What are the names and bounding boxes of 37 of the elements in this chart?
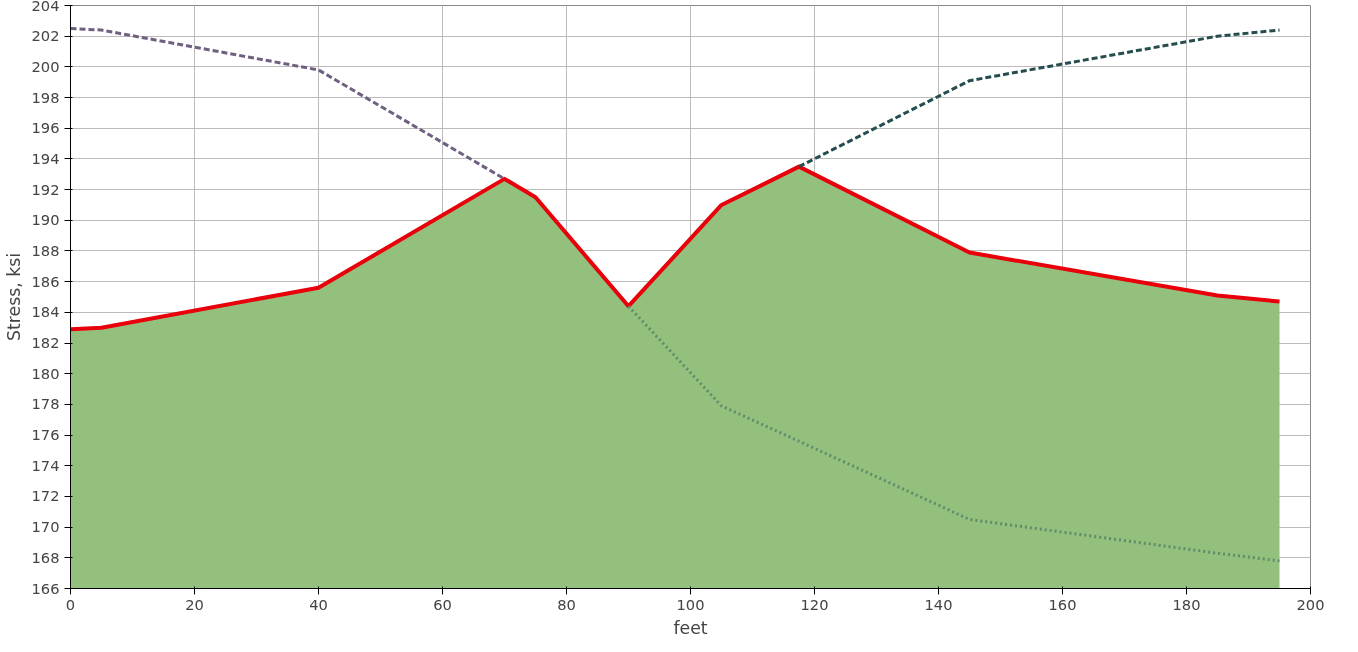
- line-series: [70, 164, 1282, 332]
- y-axis-title: Stress, ksi: [3, 252, 24, 342]
- y-tick-label: 188: [31, 241, 60, 259]
- x-tick-label: 80: [557, 595, 576, 613]
- y-tick-label: 166: [31, 579, 60, 597]
- x-tick-label: 180: [1172, 595, 1201, 613]
- y-tick-label: 176: [31, 426, 60, 444]
- y-tick-label: 186: [31, 272, 60, 290]
- x-tick-label: 0: [65, 595, 76, 613]
- x-tick-label: 160: [1048, 595, 1077, 613]
- y-tick-label: 192: [31, 180, 60, 198]
- x-tick-label: 200: [1296, 595, 1325, 613]
- y-tick-label: 182: [31, 334, 60, 352]
- y-tick-label: 196: [31, 119, 60, 137]
- y-tick-label: 194: [31, 149, 60, 167]
- x-tick-label: 100: [676, 595, 705, 613]
- y-tick-label: 204: [31, 0, 60, 14]
- y-tick-label: 180: [31, 364, 60, 382]
- y-tick-label: 184: [31, 303, 60, 321]
- line-series: [797, 28, 1281, 169]
- y-tick-label: 200: [31, 57, 60, 75]
- y-tick-label: 168: [31, 548, 60, 566]
- x-tick-label: 40: [309, 595, 328, 613]
- line-series: [70, 27, 506, 181]
- x-tick-label: 120: [800, 595, 829, 613]
- y-tick-label: 174: [31, 456, 60, 474]
- x-tick-label: 20: [185, 595, 204, 613]
- y-tick-label: 190: [31, 211, 60, 229]
- x-tick-label: 60: [433, 595, 452, 613]
- y-tick-label: 172: [31, 487, 60, 505]
- y-tick-label: 170: [31, 518, 60, 536]
- y-tick-label: 198: [31, 88, 60, 106]
- y-tick-label: 202: [31, 27, 60, 45]
- line-series: [627, 304, 1281, 563]
- x-axis-title: feet: [673, 617, 708, 638]
- y-tick-label: 178: [31, 395, 60, 413]
- x-tick-label: 140: [924, 595, 953, 613]
